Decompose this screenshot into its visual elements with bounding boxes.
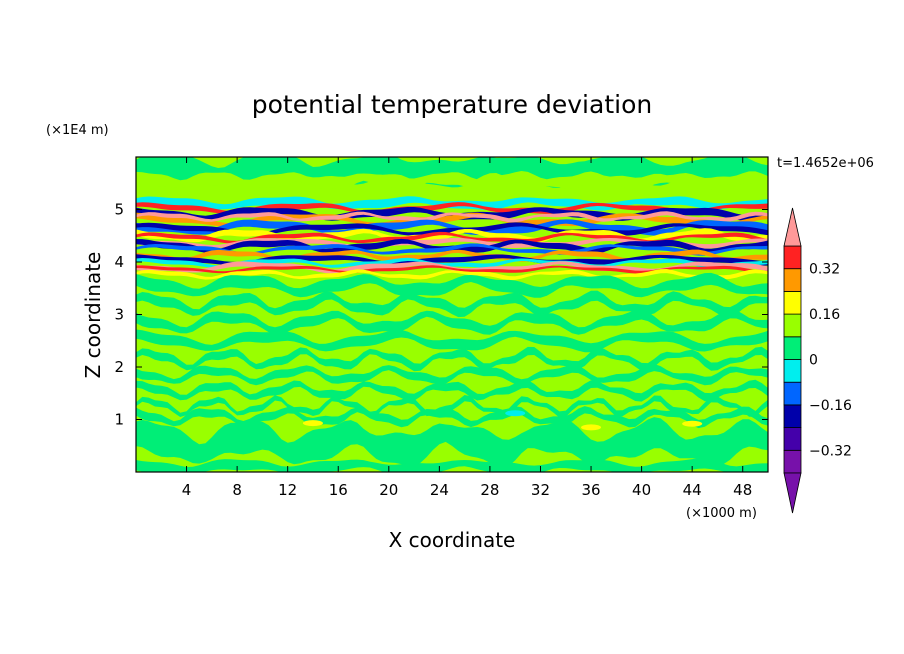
colorbar-tick-label: 0 [809, 353, 818, 369]
y-tick-label: 4 [114, 253, 124, 271]
contour-band [136, 395, 768, 418]
x-tick-label: 24 [430, 481, 449, 499]
contour-band [136, 290, 768, 318]
contour-patch [581, 424, 602, 431]
colorbar-segment [783, 449, 802, 474]
colorbar-segment [783, 268, 802, 292]
contour-band [136, 265, 768, 274]
contour-band [136, 254, 768, 266]
x-tick-label: 16 [329, 481, 348, 499]
contour-band [136, 171, 768, 191]
colorbar-tick-label: 0.32 [809, 262, 840, 278]
colorbar: 0.32 0.16 0 −0.16 −0.32 [783, 207, 852, 514]
colorbar-tick-label: 0.16 [809, 307, 840, 323]
x-tick-label: 8 [232, 481, 242, 499]
y-axis-ticks: 1 2 3 4 5 [114, 201, 768, 429]
contour-band [136, 243, 768, 256]
contour-band [136, 329, 768, 353]
colorbar-segment [783, 336, 802, 360]
x-tick-label: 28 [480, 481, 499, 499]
x-axis-label: X coordinate [389, 528, 516, 552]
time-label: t=1.4652e+06 [777, 156, 874, 171]
colorbar-segment [783, 245, 802, 270]
colorbar-tick-label: −0.32 [809, 443, 852, 459]
x-tick-label: 12 [278, 481, 297, 499]
x-tick-label: 36 [581, 481, 600, 499]
y-tick-label: 5 [114, 201, 124, 219]
contour-patch [505, 410, 526, 417]
contour-band [136, 231, 768, 245]
y-axis-label: Z coordinate [81, 252, 105, 379]
contour-band [136, 406, 768, 429]
x-unit-label: (×1000 m) [686, 506, 757, 521]
contour-band [136, 202, 768, 216]
x-tick-label: 20 [379, 481, 398, 499]
y-tick-label: 3 [114, 306, 124, 324]
contour-band [136, 346, 768, 372]
colorbar-segment [783, 404, 802, 428]
contour-band [136, 211, 768, 223]
contour-band [136, 458, 768, 472]
contour-patch [682, 420, 703, 427]
x-axis-ticks: 4 8 12 16 20 24 28 32 36 40 44 48 [182, 157, 752, 499]
colorbar-segment [783, 313, 802, 338]
x-tick-label: 44 [683, 481, 702, 499]
contour-patch [302, 420, 323, 427]
x-tick-label: 48 [733, 481, 752, 499]
contour-band [136, 212, 768, 228]
contour-band [136, 309, 768, 335]
contour-band [136, 364, 768, 386]
x-tick-label: 4 [182, 481, 192, 499]
x-tick-label: 32 [531, 481, 550, 499]
colorbar-max-extension [783, 207, 802, 247]
colorbar-segment [783, 359, 802, 383]
colorbar-segment [783, 381, 802, 406]
contour-band [136, 272, 768, 298]
contour-band [136, 379, 768, 402]
y-tick-label: 1 [114, 411, 124, 429]
y-unit-label: (×1E4 m) [46, 123, 109, 138]
colorbar-segment [783, 427, 802, 451]
colorbar-min-extension [783, 472, 802, 514]
colorbar-tick-label: −0.16 [809, 398, 852, 414]
x-tick-label: 40 [632, 481, 651, 499]
colorbar-segment [783, 290, 802, 315]
chart-title: potential temperature deviation [252, 90, 652, 119]
temperature-field [136, 157, 768, 472]
y-tick-label: 2 [114, 358, 124, 376]
contour-band [136, 417, 768, 469]
